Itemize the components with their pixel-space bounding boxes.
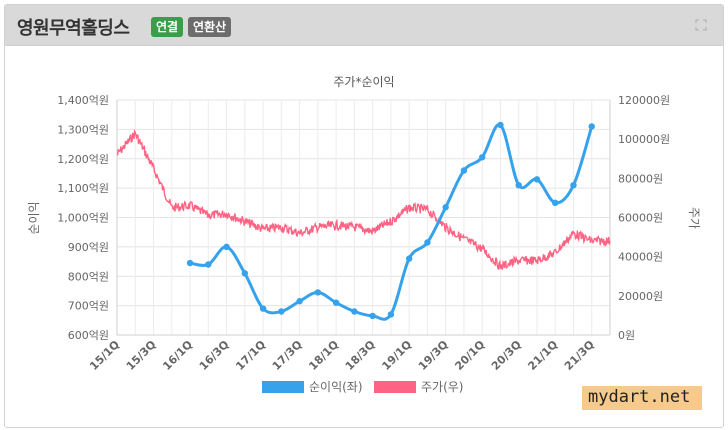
profit-point[interactable]: [497, 121, 504, 129]
profit-point[interactable]: [332, 299, 340, 306]
x-tick-label: 16/3Q: [197, 338, 232, 373]
y-right-tick-label: 20000원: [618, 290, 663, 303]
x-tick-label: 17/1Q: [233, 338, 268, 373]
x-tick-label: 20/3Q: [489, 338, 524, 373]
y-right-tick-label: 80000원: [618, 172, 663, 185]
company-title: 영원무역홀딩스: [17, 18, 130, 39]
profit-point[interactable]: [442, 204, 449, 211]
x-tick-label: 21/1Q: [525, 338, 560, 373]
x-tick-label: 15/3Q: [124, 338, 159, 373]
x-tick-label: 19/1Q: [379, 338, 414, 373]
y-right-tick-label: 0원: [618, 329, 635, 342]
profit-point[interactable]: [259, 305, 267, 312]
x-tick-label: 21/3Q: [562, 338, 597, 373]
x-tick-label: 16/1Q: [160, 338, 195, 373]
x-tick-label: 17/3Q: [270, 338, 305, 373]
profit-point[interactable]: [515, 181, 522, 189]
profit-point[interactable]: [588, 123, 595, 130]
y-left-tick-label: 700억원: [68, 300, 109, 313]
x-tick-label: 20/1Q: [452, 338, 487, 373]
price-series-line: [116, 128, 611, 271]
profit-point[interactable]: [405, 255, 413, 262]
y-left-tick-label: 800억원: [68, 270, 109, 283]
profit-point[interactable]: [205, 261, 212, 268]
watermark: mydart.net: [582, 386, 702, 410]
profit-point[interactable]: [424, 239, 431, 246]
profit-point[interactable]: [533, 176, 541, 183]
profit-point[interactable]: [314, 289, 322, 296]
expand-icon[interactable]: [695, 19, 707, 31]
y-right-axis-label: 주가: [687, 207, 701, 229]
legend-profit-label[interactable]: 순이익(좌): [309, 380, 363, 394]
y-left-tick-label: 1,200억원: [57, 153, 109, 166]
profit-point[interactable]: [278, 308, 285, 315]
profit-point[interactable]: [369, 312, 376, 320]
y-right-tick-label: 100000원: [618, 133, 670, 146]
y-right-tick-label: 120000원: [618, 94, 670, 107]
profit-point[interactable]: [351, 308, 358, 315]
profit-point[interactable]: [478, 154, 486, 161]
y-left-tick-label: 900억원: [68, 241, 109, 254]
chart-panel: 영원무역홀딩스 연결 연환산: [4, 4, 724, 428]
y-right-tick-label: 60000원: [618, 212, 663, 225]
profit-point[interactable]: [241, 270, 249, 277]
y-left-tick-label: 1,400억원: [57, 94, 109, 107]
chart-title: 주가*순이익: [333, 75, 394, 89]
consolidated-badge[interactable]: 연결: [151, 17, 184, 37]
profit-point[interactable]: [570, 181, 577, 189]
profit-point[interactable]: [552, 199, 559, 207]
x-tick-label: 19/3Q: [416, 338, 451, 373]
legend: 순이익(좌) 주가(우): [262, 380, 463, 394]
profit-point[interactable]: [460, 167, 468, 174]
legend-price-label[interactable]: 주가(우): [421, 380, 463, 394]
y-left-tick-label: 1,100억원: [57, 182, 109, 195]
x-tick-label: 18/3Q: [343, 338, 378, 373]
y-left-axis-label: 순이익: [27, 201, 41, 234]
profit-point[interactable]: [387, 311, 395, 318]
watermark-text: mydart.net: [588, 387, 691, 407]
legend-profit-swatch[interactable]: [262, 381, 304, 393]
profit-point[interactable]: [186, 259, 194, 267]
x-tick-label: 15/1Q: [87, 338, 122, 373]
profit-point[interactable]: [223, 243, 230, 251]
annualized-badge[interactable]: 연환산: [188, 17, 232, 37]
y-left-tick-label: 1,300억원: [57, 123, 109, 136]
legend-price-swatch[interactable]: [374, 381, 416, 393]
y-left-tick-label: 600억원: [68, 329, 109, 342]
panel-header: 영원무역홀딩스 연결 연환산: [5, 5, 723, 46]
x-tick-label: 18/1Q: [306, 338, 341, 373]
y-left-tick-label: 1,000억원: [57, 212, 109, 225]
profit-point[interactable]: [296, 298, 303, 305]
y-right-tick-label: 40000원: [618, 251, 663, 264]
